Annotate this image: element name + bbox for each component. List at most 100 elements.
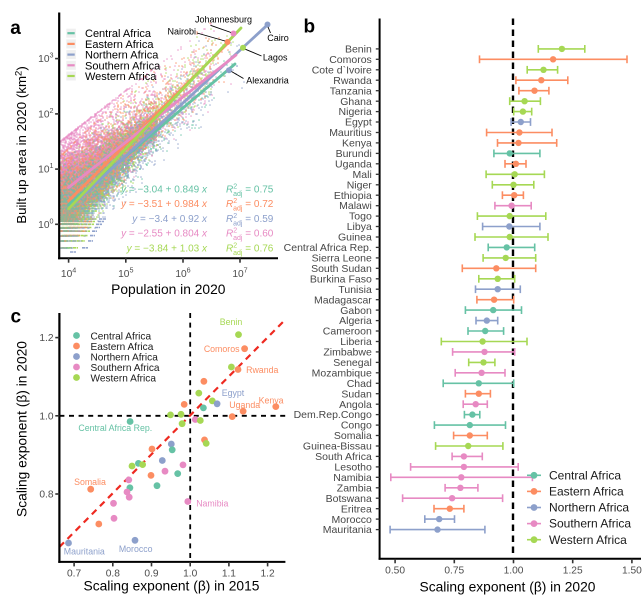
svg-text:Central Africa Rep.: Central Africa Rep. [284, 242, 372, 254]
svg-text:1.1: 1.1 [222, 569, 236, 580]
svg-text:Algeria: Algeria [339, 315, 372, 327]
svg-text:Niger: Niger [347, 179, 373, 191]
svg-text:Comoros: Comoros [329, 54, 372, 66]
svg-text:Guinea: Guinea [338, 232, 372, 244]
svg-text:Central Africa: Central Africa [85, 28, 152, 40]
svg-text:Egypt: Egypt [345, 117, 372, 129]
svg-text:Liberia: Liberia [340, 336, 372, 348]
svg-text:Western Africa: Western Africa [85, 71, 157, 83]
svg-text:Burkina Faso: Burkina Faso [310, 273, 372, 285]
svg-text:y = −3.04 + 0.849 x: y = −3.04 + 0.849 x [120, 184, 208, 195]
svg-text:Botswana: Botswana [326, 493, 372, 505]
svg-text:Rwanda: Rwanda [333, 75, 372, 87]
svg-text:Northern Africa: Northern Africa [91, 352, 159, 363]
svg-text:0.8: 0.8 [39, 490, 53, 501]
svg-text:Congo: Congo [341, 420, 372, 432]
svg-text:Sierra Leone: Sierra Leone [312, 253, 372, 265]
svg-text:Nigeria: Nigeria [339, 106, 372, 118]
svg-text:Benin: Benin [345, 44, 372, 56]
svg-text:Mali: Mali [353, 169, 372, 181]
svg-text:Somalia: Somalia [74, 477, 106, 487]
svg-text:1.2: 1.2 [39, 333, 53, 344]
svg-text:Nairobi: Nairobi [167, 26, 196, 36]
svg-text:Zimbabwe: Zimbabwe [323, 347, 372, 359]
svg-text:South Sudan: South Sudan [311, 263, 372, 275]
svg-text:y = −3.84 + 1.03 x: y = −3.84 + 1.03 x [126, 243, 208, 254]
svg-text:Population in 2020: Population in 2020 [111, 282, 226, 297]
svg-text:Somalia: Somalia [334, 430, 372, 442]
svg-text:Zambia: Zambia [337, 482, 372, 494]
svg-text:Kenya: Kenya [342, 138, 372, 150]
svg-text:c: c [11, 307, 22, 328]
svg-text:0.9: 0.9 [144, 569, 158, 580]
svg-text:Sudan: Sudan [341, 388, 372, 400]
svg-text:Eastern Africa: Eastern Africa [85, 39, 154, 51]
svg-text:Gabon: Gabon [340, 305, 372, 317]
svg-text:Johannesburg: Johannesburg [195, 14, 252, 24]
svg-text:0.7: 0.7 [67, 569, 81, 580]
svg-text:Mauritius: Mauritius [329, 127, 372, 139]
svg-text:Comoros: Comoros [204, 344, 240, 354]
svg-text:Rwanda: Rwanda [246, 365, 278, 375]
svg-text:Togo: Togo [349, 211, 372, 223]
svg-text:1.25: 1.25 [563, 566, 583, 577]
svg-text:Scaling exponent (β) in 2020: Scaling exponent (β) in 2020 [15, 341, 30, 517]
svg-text:Kenya: Kenya [259, 395, 284, 405]
svg-text:1.2: 1.2 [261, 569, 275, 580]
svg-text:Lagos: Lagos [263, 53, 288, 63]
svg-text:Built up area in 2020 (km2): Built up area in 2020 (km2) [14, 66, 30, 224]
svg-text:Southern Africa: Southern Africa [85, 60, 161, 72]
svg-text:Libya: Libya [347, 221, 372, 233]
svg-text:Ghana: Ghana [340, 96, 372, 108]
svg-text:Dem.Rep.Congo: Dem.Rep.Congo [294, 409, 372, 421]
svg-text:Mauritania: Mauritania [64, 546, 105, 556]
svg-text:Alexandria: Alexandria [246, 75, 289, 85]
svg-text:Eritrea: Eritrea [341, 503, 372, 515]
svg-text:Eastern Africa: Eastern Africa [91, 342, 154, 353]
svg-text:Western Africa: Western Africa [91, 373, 157, 384]
svg-text:Guinea-Bissau: Guinea-Bissau [303, 441, 372, 453]
svg-text:Western Africa: Western Africa [549, 533, 627, 547]
svg-text:1.0: 1.0 [183, 569, 197, 580]
svg-text:0.75: 0.75 [444, 566, 464, 577]
svg-text:Cameroon: Cameroon [323, 326, 372, 338]
svg-text:Southern Africa: Southern Africa [549, 517, 631, 531]
svg-text:Morocco: Morocco [332, 514, 372, 526]
svg-text:Malawi: Malawi [339, 200, 372, 212]
svg-text:Cairo: Cairo [267, 33, 289, 43]
svg-text:Southern Africa: Southern Africa [91, 363, 160, 374]
svg-text:y = −3.51 + 0.984 x: y = −3.51 + 0.984 x [120, 199, 208, 210]
svg-text:Uganda: Uganda [229, 400, 260, 410]
svg-text:Central Africa: Central Africa [549, 468, 621, 482]
svg-text:b: b [304, 17, 316, 38]
svg-text:Northern Africa: Northern Africa [549, 501, 629, 515]
svg-text:Cote d`Ivoire: Cote d`Ivoire [312, 64, 372, 76]
svg-text:Namibia: Namibia [196, 499, 228, 509]
svg-text:y = −2.55 + 0.804 x: y = −2.55 + 0.804 x [120, 229, 208, 240]
svg-text:Uganda: Uganda [335, 158, 372, 170]
svg-text:Burundi: Burundi [336, 148, 372, 160]
svg-text:Tunisia: Tunisia [338, 284, 372, 296]
svg-text:1.00: 1.00 [504, 566, 524, 577]
svg-text:Tanzania: Tanzania [330, 85, 372, 97]
svg-text:Central Africa Rep.: Central Africa Rep. [78, 423, 152, 433]
svg-text:Benin: Benin [220, 317, 243, 327]
svg-text:0.8: 0.8 [106, 569, 120, 580]
svg-text:Central Africa: Central Africa [91, 331, 152, 342]
svg-text:a: a [10, 18, 21, 39]
svg-text:Mozambique: Mozambique [312, 367, 372, 379]
svg-text:1.0: 1.0 [39, 411, 53, 422]
svg-text:0.50: 0.50 [385, 566, 405, 577]
svg-text:Egypt: Egypt [222, 388, 245, 398]
svg-text:Northern Africa: Northern Africa [85, 50, 159, 62]
svg-text:Angola: Angola [339, 399, 372, 411]
svg-text:Mauritania: Mauritania [323, 524, 372, 536]
svg-text:Lesotho: Lesotho [334, 462, 372, 474]
svg-text:Scaling exponent (β) in 2015: Scaling exponent (β) in 2015 [84, 579, 260, 594]
svg-text:Eastern Africa: Eastern Africa [549, 485, 624, 499]
